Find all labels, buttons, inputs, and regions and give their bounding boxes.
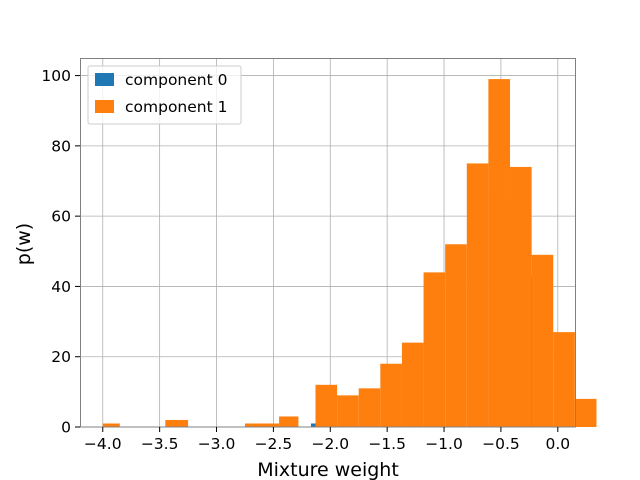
- legend-box: [87, 65, 242, 125]
- x-tick-label-0: −4.0: [84, 435, 122, 453]
- legend-swatch-component-1: [95, 100, 114, 113]
- bar-component-1-bin-9: [423, 272, 446, 427]
- bar-component-1-bin-12: [488, 79, 511, 427]
- bar-component-1-bin-10: [445, 244, 467, 427]
- y-tick-label-5: 100: [41, 67, 71, 85]
- x-axis-title: Mixture weight: [257, 459, 399, 480]
- y-tick-label-4: 80: [51, 137, 71, 155]
- legend-label-component-0: component 0: [125, 71, 227, 89]
- y-axis-title: p(w): [13, 223, 35, 265]
- legend: component 0 component 1: [87, 65, 242, 125]
- bar-component-1-bin-15: [553, 332, 575, 427]
- x-tick-label-8: 0.0: [545, 435, 570, 453]
- legend-label-component-1: component 1: [125, 98, 227, 116]
- bar-component-1-bin-0: [102, 423, 120, 427]
- x-tick-label-7: −0.5: [482, 435, 520, 453]
- x-axis-ticks: −4.0 −3.5 −3.0 −2.5 −2.0 −1.5 −1.0 −0.5 0.0: [84, 427, 570, 453]
- y-tick-label-0: 0: [61, 419, 71, 437]
- x-tick-label-6: −1.0: [425, 435, 463, 453]
- bar-component-1-bin-5: [337, 395, 359, 427]
- bar-component-1-bin-2: [244, 423, 280, 427]
- bar-component-1-bin-8: [401, 342, 424, 427]
- bar-component-1-bin-4: [315, 384, 338, 427]
- y-tick-label-2: 40: [51, 278, 71, 296]
- bar-component-1-bin-14: [531, 254, 554, 427]
- bar-component-1-bin-11: [466, 163, 489, 427]
- bar-component-1-bin-13: [510, 166, 532, 427]
- bar-component-1-bin-3: [279, 416, 299, 427]
- legend-swatch-component-0: [95, 73, 114, 86]
- x-tick-label-3: −2.5: [255, 435, 293, 453]
- bar-component-1-bin-1: [165, 419, 189, 427]
- y-axis-ticks: 0 20 40 60 80 100: [41, 67, 80, 437]
- plot-frame: [80, 58, 576, 428]
- x-tick-label-2: −3.0: [198, 435, 236, 453]
- y-tick-label-1: 20: [51, 348, 71, 366]
- bar-component-1-bin-16: [574, 398, 597, 427]
- x-tick-label-5: −1.5: [368, 435, 406, 453]
- x-tick-label-1: −3.5: [141, 435, 179, 453]
- bar-component-1-bin-6: [358, 388, 381, 427]
- x-tick-label-4: −2.0: [311, 435, 349, 453]
- y-tick-label-3: 60: [51, 208, 71, 226]
- bar-component-1-bin-7: [380, 363, 402, 427]
- bars-component-1: [102, 79, 597, 427]
